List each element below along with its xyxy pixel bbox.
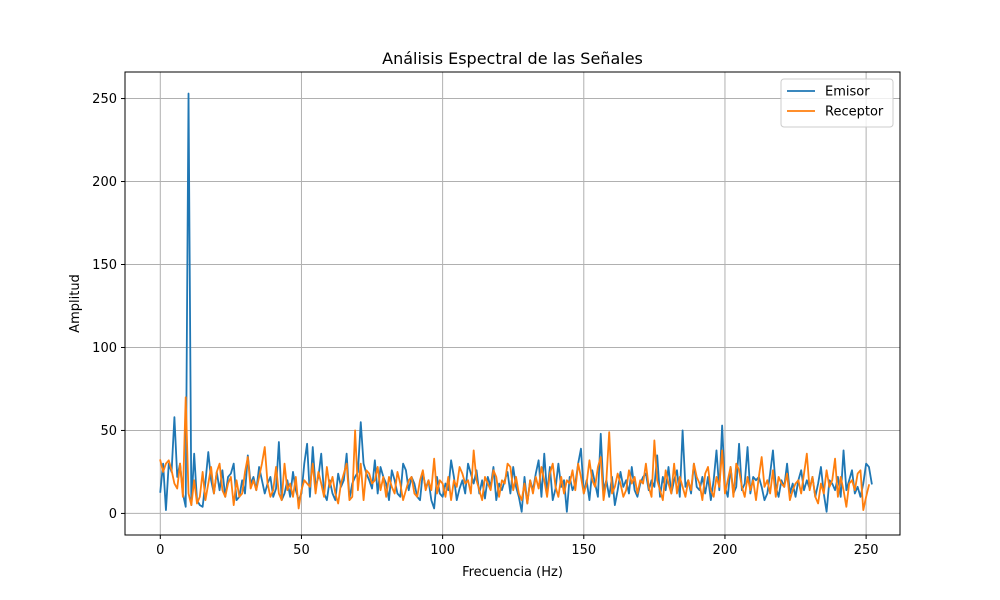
series-layer xyxy=(159,92,873,513)
y-tick-label: 0 xyxy=(109,507,117,522)
x-tick-label: 50 xyxy=(293,543,310,558)
x-axis-label: Frecuencia (Hz) xyxy=(462,565,563,580)
plot-frame xyxy=(124,71,901,536)
y-tick-label: 50 xyxy=(100,424,117,439)
legend: Emisor Receptor xyxy=(780,78,894,128)
legend-label-emisor: Emisor xyxy=(825,85,870,100)
grid xyxy=(125,72,900,535)
y-tick-label: 250 xyxy=(92,92,117,107)
y-axis-label: Amplitud xyxy=(68,274,83,333)
y-tick-label: 100 xyxy=(92,341,117,356)
legend-label-receptor: Receptor xyxy=(825,105,884,120)
y-tick-label: 150 xyxy=(92,258,117,273)
y-tick-label: 200 xyxy=(92,175,117,190)
x-tick-label: 0 xyxy=(156,543,164,558)
chart-title: Análisis Espectral de las Señales xyxy=(382,49,643,68)
x-tick-label: 250 xyxy=(854,543,879,558)
x-tick-label: 200 xyxy=(713,543,738,558)
series-line-receptor xyxy=(159,396,871,512)
x-tick-label: 150 xyxy=(571,543,596,558)
x-tick-label: 100 xyxy=(430,543,455,558)
ticks: 0 50 100 150 200 250 0 50 100 150 200 250 xyxy=(92,92,878,558)
series-line-emisor xyxy=(159,92,873,513)
